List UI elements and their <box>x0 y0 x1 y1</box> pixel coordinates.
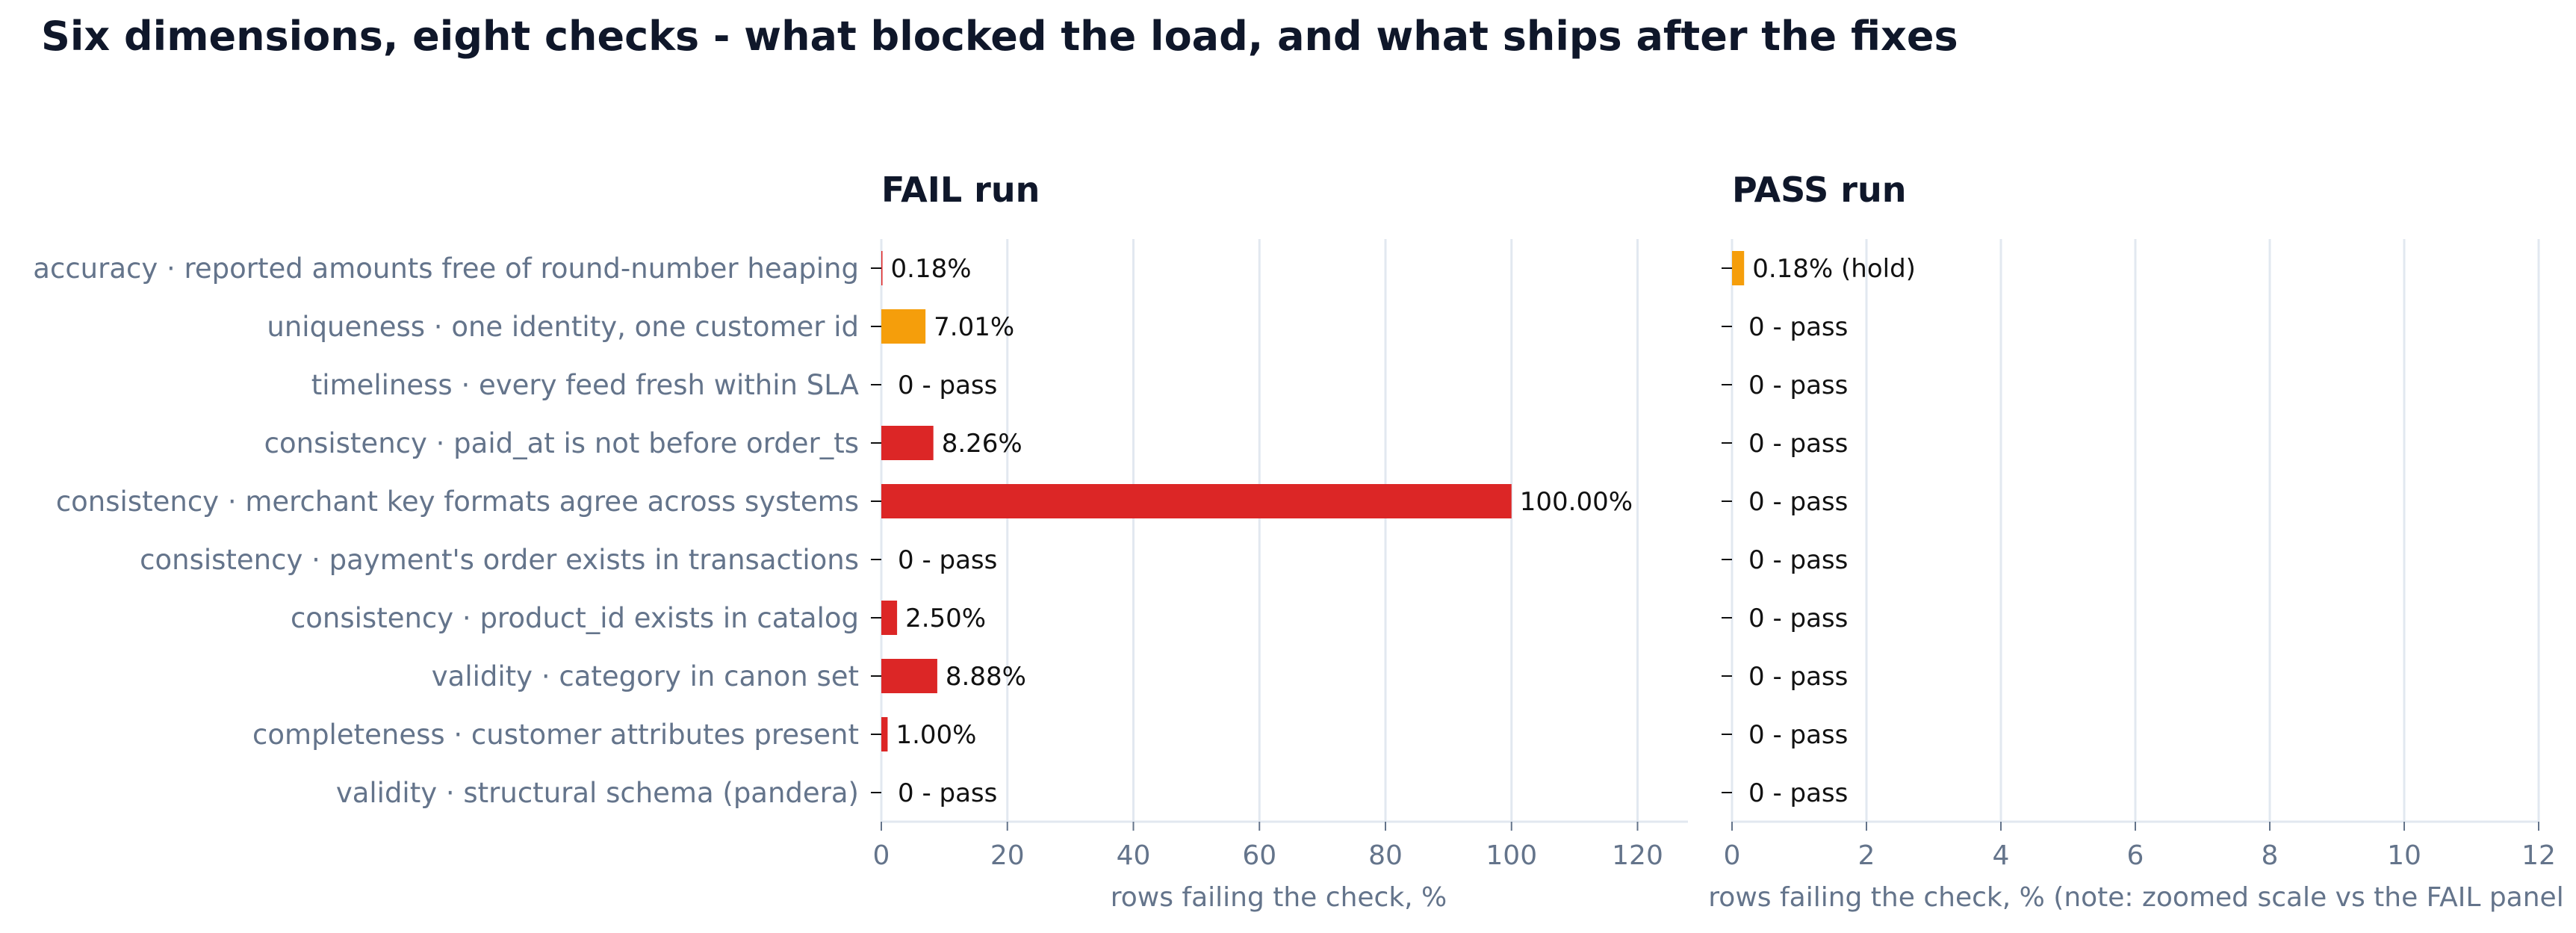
pass-data-label: 0 - pass <box>1748 778 1848 808</box>
fail-data-label: 2.50% <box>905 604 986 633</box>
fail-data-label: 7.01% <box>934 312 1014 342</box>
fail-x-axis-label: rows failing the check, % <box>1111 882 1447 913</box>
category-label: timeliness · every feed fresh within SLA <box>311 369 859 401</box>
fail-data-label: 0 - pass <box>898 778 997 808</box>
pass-data-label: 0 - pass <box>1748 720 1848 750</box>
fail-bar <box>881 426 934 460</box>
category-label: consistency · product_id exists in catal… <box>291 602 859 634</box>
fail-panel: FAIL run rows failing the check, % 0 20 40… <box>33 170 1688 913</box>
fail-panel-title: FAIL run <box>881 170 1040 210</box>
pass-data-label: 0 - pass <box>1748 312 1848 342</box>
pass-data-label: 0 - pass <box>1748 545 1848 575</box>
category-label: validity · structural schema (pandera) <box>336 777 859 809</box>
fail-bar <box>881 309 926 344</box>
fail-data-label: 0 - pass <box>898 371 997 400</box>
pass-bar <box>1732 251 1745 285</box>
fail-data-label: 100.00% <box>1520 487 1633 517</box>
category-label: accuracy · reported amounts free of roun… <box>33 252 859 285</box>
fail-data-label: 0.18% <box>891 254 972 284</box>
fail-bar <box>881 601 898 635</box>
pass-x-axis-label: rows failing the check, % (note: zoomed … <box>1708 882 2563 913</box>
category-label: validity · category in canon set <box>432 660 859 692</box>
pass-data-label: 0 - pass <box>1748 604 1848 633</box>
fail-bar <box>881 484 1512 518</box>
pass-x-tick-label: 2 <box>1858 840 1875 871</box>
category-label: consistency · merchant key formats agree… <box>56 486 859 518</box>
pass-data-label: 0 - pass <box>1748 487 1848 517</box>
fail-x-tick-label: 80 <box>1368 840 1403 871</box>
category-label: completeness · customer attributes prese… <box>252 719 859 751</box>
fail-x-tick-label: 120 <box>1612 840 1663 871</box>
fail-bar <box>881 717 888 751</box>
fail-x-tick-label: 20 <box>990 840 1025 871</box>
pass-x-tick-label: 4 <box>1993 840 2010 871</box>
pass-x-tick-label: 6 <box>2127 840 2144 871</box>
category-label: consistency · payment's order exists in … <box>140 544 859 576</box>
fail-data-label: 8.26% <box>942 429 1022 459</box>
fail-bar <box>881 251 883 285</box>
pass-data-label: 0 - pass <box>1748 429 1848 459</box>
pass-x-tick-label: 0 <box>1724 840 1741 871</box>
pass-x-tick-label: 12 <box>2521 840 2556 871</box>
pass-panel: PASS run rows failing the check, % (note… <box>1708 170 2563 913</box>
fail-x-tick-label: 60 <box>1242 840 1276 871</box>
fail-x-tick-label: 40 <box>1117 840 1151 871</box>
pass-x-tick-label: 10 <box>2387 840 2421 871</box>
pass-x-tick-label: 8 <box>2262 840 2279 871</box>
fail-data-label: 1.00% <box>896 720 976 750</box>
category-label: consistency · paid_at is not before orde… <box>264 427 859 459</box>
fail-x-tick-label: 0 <box>873 840 890 871</box>
fail-data-label: 8.88% <box>946 662 1026 692</box>
pass-data-label: 0 - pass <box>1748 371 1848 400</box>
fail-x-tick-label: 100 <box>1486 840 1537 871</box>
fail-bar <box>881 659 937 693</box>
pass-panel-title: PASS run <box>1732 170 1906 210</box>
category-label: uniqueness · one identity, one customer … <box>267 311 859 343</box>
fail-data-label: 0 - pass <box>898 545 997 575</box>
pass-data-label: 0 - pass <box>1748 662 1848 692</box>
pass-data-label: 0.18% (hold) <box>1752 254 1916 284</box>
chart-title: Six dimensions, eight checks - what bloc… <box>41 13 1958 60</box>
